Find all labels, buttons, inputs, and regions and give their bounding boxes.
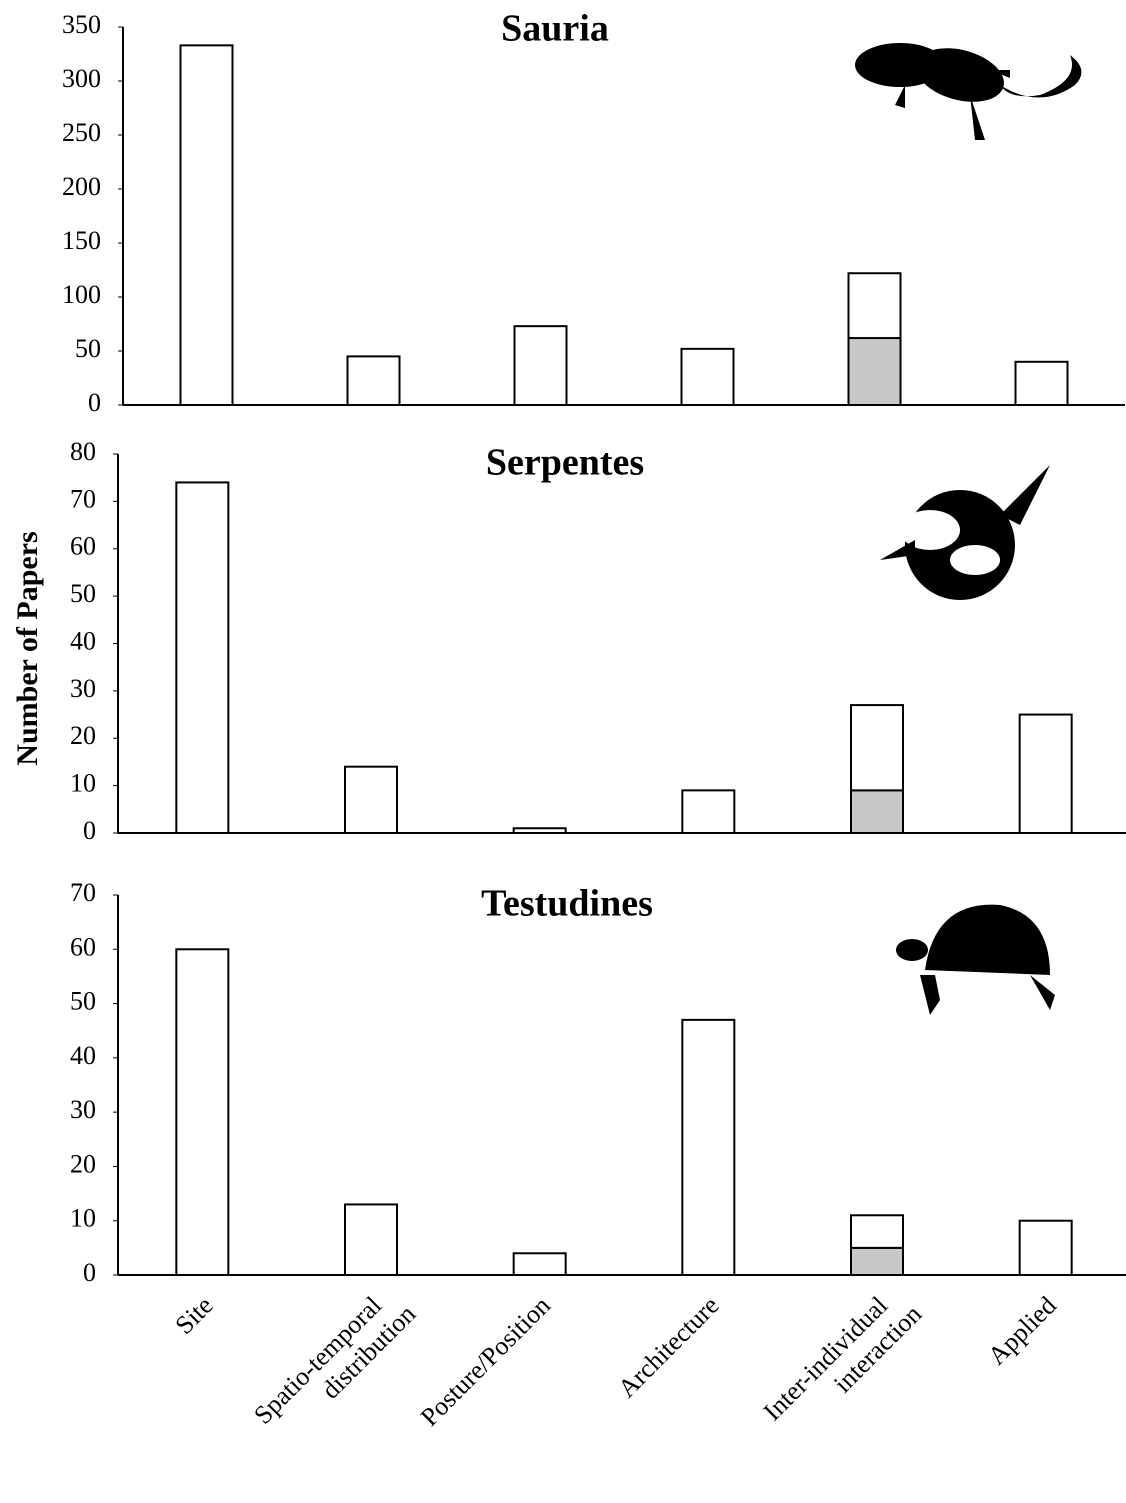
chart: Sauria050100150200250300350Serpentes0102… (0, 0, 1126, 1503)
y-tick-label: 30 (70, 674, 96, 703)
bar-segment (181, 45, 233, 405)
y-tick-label: 300 (62, 64, 101, 93)
bar-segment (1020, 1221, 1072, 1275)
y-tick-label: 20 (70, 721, 96, 750)
panel-title: Testudines (481, 883, 653, 925)
bar-segment (851, 1215, 903, 1248)
y-tick-label: 250 (62, 118, 101, 147)
panel-title: Sauria (501, 8, 609, 50)
bar-segment (345, 1204, 397, 1275)
tortoise-silhouette (896, 905, 1055, 1015)
panel-title: Serpentes (486, 442, 644, 484)
bar-segment (851, 1248, 903, 1275)
y-tick-label: 70 (70, 484, 96, 513)
y-tick-label: 10 (70, 769, 96, 798)
bar-segment (176, 482, 228, 833)
bar-segment (682, 1020, 734, 1275)
bar-segment (1016, 362, 1068, 405)
y-tick-label: 60 (70, 532, 96, 561)
x-tick-label: Architecture (612, 1291, 724, 1403)
bar-segment (515, 326, 567, 405)
x-tick-label: Inter-individualinteraction (758, 1278, 927, 1447)
y-tick-label: 10 (70, 1204, 96, 1233)
y-tick-label: 70 (70, 878, 96, 907)
bar-segment (849, 273, 901, 338)
x-tick-label: Site (169, 1291, 218, 1340)
y-tick-label: 0 (83, 1258, 96, 1287)
y-tick-label: 30 (70, 1095, 96, 1124)
y-tick-label: 60 (70, 932, 96, 961)
x-tick-label: Posture/Position (415, 1291, 556, 1432)
page: Sauria050100150200250300350Serpentes0102… (0, 0, 1126, 1503)
bar-segment (849, 338, 901, 405)
y-tick-label: 200 (62, 172, 101, 201)
bar-segment (1020, 715, 1072, 833)
y-axis-label: Number of Papers (11, 531, 44, 765)
x-tick-label: Spatio-temporaldistribution (248, 1278, 421, 1451)
y-tick-label: 350 (62, 10, 101, 39)
y-tick-label: 0 (88, 388, 101, 417)
bar-segment (682, 790, 734, 833)
y-tick-label: 40 (70, 1041, 96, 1070)
y-tick-label: 50 (70, 987, 96, 1016)
bar-segment (514, 1253, 566, 1275)
bar-segment (345, 767, 397, 833)
bar-segment (176, 949, 228, 1275)
y-tick-label: 50 (70, 579, 96, 608)
y-tick-label: 150 (62, 226, 101, 255)
y-tick-label: 80 (70, 437, 96, 466)
y-tick-label: 100 (62, 280, 101, 309)
y-tick-label: 40 (70, 626, 96, 655)
x-tick-label: Applied (982, 1291, 1062, 1371)
gecko-silhouette (855, 39, 1081, 140)
y-tick-label: 20 (70, 1149, 96, 1178)
y-tick-label: 0 (83, 816, 96, 845)
bar-segment (851, 705, 903, 790)
bar-segment (682, 349, 734, 405)
snake-silhouette (880, 465, 1050, 600)
bar-segment (348, 356, 400, 405)
y-tick-label: 50 (75, 334, 101, 363)
bar-segment (851, 790, 903, 833)
